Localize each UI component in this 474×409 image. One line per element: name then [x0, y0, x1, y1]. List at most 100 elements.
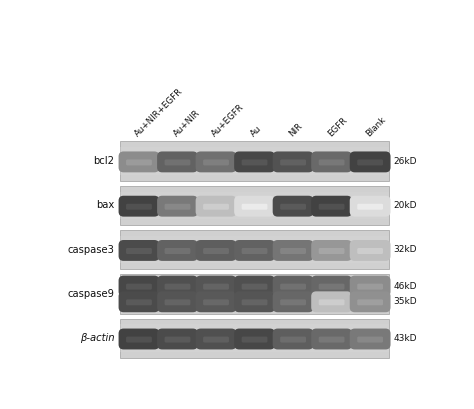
Bar — [120, 192, 390, 219]
FancyBboxPatch shape — [196, 328, 237, 349]
Text: NIR: NIR — [288, 121, 304, 138]
FancyBboxPatch shape — [234, 276, 275, 297]
Text: Au+EGFR: Au+EGFR — [210, 102, 246, 138]
FancyBboxPatch shape — [242, 160, 267, 165]
FancyBboxPatch shape — [234, 291, 275, 312]
FancyBboxPatch shape — [280, 284, 306, 290]
FancyBboxPatch shape — [319, 204, 345, 210]
FancyBboxPatch shape — [164, 248, 191, 254]
FancyBboxPatch shape — [242, 299, 267, 305]
FancyBboxPatch shape — [164, 284, 191, 290]
FancyBboxPatch shape — [273, 240, 313, 261]
FancyBboxPatch shape — [350, 151, 391, 172]
FancyBboxPatch shape — [311, 328, 352, 349]
Text: 20kD: 20kD — [393, 201, 417, 210]
Text: Au+NIR: Au+NIR — [172, 108, 202, 138]
FancyBboxPatch shape — [319, 299, 345, 305]
FancyBboxPatch shape — [126, 160, 152, 165]
FancyBboxPatch shape — [157, 328, 198, 349]
Bar — [120, 230, 390, 269]
FancyBboxPatch shape — [126, 248, 152, 254]
FancyBboxPatch shape — [203, 248, 229, 254]
FancyBboxPatch shape — [157, 291, 198, 312]
Bar — [120, 147, 390, 175]
FancyBboxPatch shape — [234, 151, 275, 172]
FancyBboxPatch shape — [242, 337, 267, 342]
FancyBboxPatch shape — [273, 276, 313, 297]
Bar — [120, 186, 390, 225]
FancyBboxPatch shape — [311, 196, 352, 217]
FancyBboxPatch shape — [357, 299, 383, 305]
Text: caspase3: caspase3 — [67, 245, 114, 255]
FancyBboxPatch shape — [311, 151, 352, 172]
FancyBboxPatch shape — [157, 276, 198, 297]
FancyBboxPatch shape — [242, 248, 267, 254]
FancyBboxPatch shape — [157, 240, 198, 261]
FancyBboxPatch shape — [126, 284, 152, 290]
Text: 43kD: 43kD — [393, 334, 417, 343]
FancyBboxPatch shape — [164, 337, 191, 342]
Text: Au+NIR+EGFR: Au+NIR+EGFR — [133, 87, 185, 138]
FancyBboxPatch shape — [203, 160, 229, 165]
Text: Blank: Blank — [365, 115, 388, 138]
FancyBboxPatch shape — [196, 196, 237, 217]
Bar — [120, 274, 390, 314]
Text: β-actin: β-actin — [80, 333, 114, 343]
FancyBboxPatch shape — [118, 196, 159, 217]
Text: EGFR: EGFR — [326, 116, 349, 138]
FancyBboxPatch shape — [118, 328, 159, 349]
FancyBboxPatch shape — [280, 204, 306, 210]
FancyBboxPatch shape — [280, 299, 306, 305]
FancyBboxPatch shape — [164, 204, 191, 210]
FancyBboxPatch shape — [203, 204, 229, 210]
FancyBboxPatch shape — [126, 299, 152, 305]
FancyBboxPatch shape — [311, 240, 352, 261]
FancyBboxPatch shape — [203, 337, 229, 342]
FancyBboxPatch shape — [118, 151, 159, 172]
FancyBboxPatch shape — [319, 284, 345, 290]
FancyBboxPatch shape — [273, 196, 313, 217]
FancyBboxPatch shape — [350, 328, 391, 349]
FancyBboxPatch shape — [196, 291, 237, 312]
FancyBboxPatch shape — [357, 204, 383, 210]
Text: Au: Au — [249, 124, 264, 138]
FancyBboxPatch shape — [273, 291, 313, 312]
FancyBboxPatch shape — [350, 196, 391, 217]
Text: bax: bax — [96, 200, 114, 210]
FancyBboxPatch shape — [203, 284, 229, 290]
FancyBboxPatch shape — [126, 337, 152, 342]
FancyBboxPatch shape — [350, 276, 391, 297]
FancyBboxPatch shape — [350, 240, 391, 261]
FancyBboxPatch shape — [273, 151, 313, 172]
FancyBboxPatch shape — [196, 151, 237, 172]
FancyBboxPatch shape — [196, 276, 237, 297]
Text: caspase9: caspase9 — [67, 289, 114, 299]
FancyBboxPatch shape — [126, 204, 152, 210]
FancyBboxPatch shape — [357, 337, 383, 342]
FancyBboxPatch shape — [280, 160, 306, 165]
Text: 46kD: 46kD — [393, 281, 417, 290]
FancyBboxPatch shape — [118, 291, 159, 312]
FancyBboxPatch shape — [157, 196, 198, 217]
FancyBboxPatch shape — [280, 248, 306, 254]
FancyBboxPatch shape — [319, 248, 345, 254]
FancyBboxPatch shape — [350, 291, 391, 312]
FancyBboxPatch shape — [357, 160, 383, 165]
FancyBboxPatch shape — [234, 196, 275, 217]
FancyBboxPatch shape — [203, 299, 229, 305]
FancyBboxPatch shape — [164, 299, 191, 305]
Text: 32kD: 32kD — [393, 245, 417, 254]
Bar — [120, 319, 390, 358]
FancyBboxPatch shape — [311, 276, 352, 297]
FancyBboxPatch shape — [242, 284, 267, 290]
Bar — [120, 324, 390, 352]
FancyBboxPatch shape — [118, 276, 159, 297]
FancyBboxPatch shape — [357, 248, 383, 254]
Bar — [120, 236, 390, 263]
FancyBboxPatch shape — [118, 240, 159, 261]
FancyBboxPatch shape — [280, 337, 306, 342]
FancyBboxPatch shape — [242, 204, 267, 210]
Text: bcl2: bcl2 — [93, 156, 114, 166]
FancyBboxPatch shape — [273, 328, 313, 349]
Bar — [120, 142, 390, 181]
